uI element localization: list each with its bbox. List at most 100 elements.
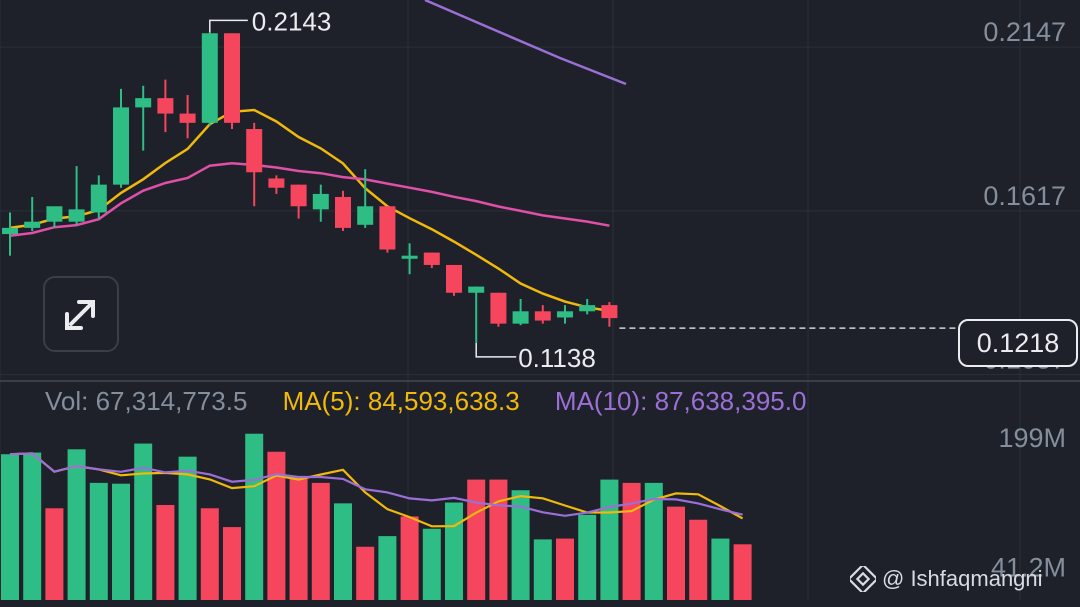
volume-bar	[156, 504, 175, 600]
expand-arrows-icon	[65, 300, 95, 330]
high-marker-line	[209, 19, 248, 33]
candle-body	[601, 305, 618, 319]
candle-body	[179, 113, 196, 123]
candle	[179, 95, 196, 139]
candle	[312, 184, 329, 222]
low-price-label: 0.1138	[518, 343, 596, 373]
candle-body	[201, 33, 218, 123]
volume-bar	[400, 516, 419, 600]
candle	[357, 169, 374, 228]
candle-body	[224, 33, 240, 123]
volume-bar	[711, 538, 730, 600]
volume-bar	[467, 479, 486, 600]
low-marker-line	[475, 342, 517, 358]
candle-body	[113, 107, 129, 185]
volume-ma5-value: MA(5): 84,593,638.3	[282, 386, 520, 416]
candle-body	[423, 252, 440, 265]
candle	[2, 212, 18, 256]
candle	[601, 302, 618, 327]
volume-bar	[134, 443, 153, 600]
volume-bar	[644, 482, 663, 600]
volume-bar	[378, 536, 397, 600]
candle	[224, 33, 240, 130]
volume-tick-label: 41.2M	[991, 552, 1066, 582]
volume-bar	[245, 433, 264, 600]
volume-bar	[356, 546, 375, 600]
candle-body	[246, 129, 263, 173]
price-tick-label: 0.1617	[983, 181, 1066, 211]
volume-ma10-line	[9, 452, 743, 517]
candle	[157, 79, 174, 133]
volume-ma5-line	[9, 452, 744, 528]
candle	[490, 292, 507, 327]
volume-bar	[89, 482, 108, 600]
volume-bar	[1, 454, 19, 600]
expand-button[interactable]	[43, 276, 119, 352]
volume-bar	[223, 527, 241, 600]
volume-bar	[112, 483, 130, 600]
candle-body	[468, 286, 485, 293]
volume-bar	[733, 544, 752, 600]
candle-body	[24, 221, 41, 228]
ma-mid-line	[9, 161, 610, 238]
volume-bar	[178, 456, 197, 600]
price-annotations: 0.2143 0.1138	[209, 6, 958, 373]
volume-bar	[200, 508, 219, 600]
ma-long-line	[424, 0, 627, 86]
candle	[24, 196, 41, 231]
candle	[246, 122, 263, 207]
candle	[379, 206, 396, 253]
volume-bar	[667, 506, 685, 600]
candle	[401, 243, 418, 275]
binance-diamond-icon	[850, 566, 876, 592]
candle	[446, 264, 462, 296]
volume-bar	[511, 490, 530, 600]
volume-bar	[267, 451, 286, 600]
candle	[423, 252, 440, 269]
candle-body	[534, 311, 551, 321]
candle-body	[335, 196, 351, 228]
volume-bar	[489, 479, 508, 600]
candle-body	[557, 311, 573, 318]
candle-body	[379, 206, 396, 250]
volume-bar	[622, 482, 641, 600]
volume-bar	[533, 539, 552, 600]
candle	[113, 88, 129, 188]
volume-bars	[1, 433, 752, 600]
candle	[68, 166, 85, 225]
high-price-label: 0.2143	[252, 6, 332, 36]
volume-bar	[578, 514, 597, 600]
volume-bar	[45, 508, 64, 600]
candle-body	[157, 98, 174, 114]
volume-header: Vol: 67,314,773.5 MA(5): 84,593,638.3 MA…	[45, 386, 834, 417]
volume-ma-lines	[9, 452, 744, 528]
candle	[46, 206, 63, 228]
candle-body	[268, 178, 285, 188]
candle-body	[579, 305, 596, 312]
candle	[534, 305, 551, 324]
moving-average-lines	[9, 0, 627, 313]
candle	[90, 175, 107, 219]
candle	[557, 305, 573, 324]
candle-body	[312, 193, 329, 210]
candle-body	[446, 264, 462, 293]
ma-short-line	[9, 108, 610, 313]
candle-body	[290, 184, 307, 207]
candle	[579, 298, 596, 315]
volume-bar	[289, 477, 308, 600]
candle	[268, 175, 285, 194]
last-price-tag: 0.1218	[958, 319, 1078, 367]
watermark-text: @ Ishfaqmangni	[882, 566, 1043, 591]
volume-tick-label: 199M	[998, 423, 1066, 453]
candle	[512, 298, 529, 326]
volume-value: Vol: 67,314,773.5	[45, 386, 248, 416]
candle	[201, 32, 218, 126]
volume-bar	[600, 479, 619, 600]
candle-body	[135, 98, 152, 108]
candlestick-series	[2, 32, 618, 343]
volume-bar	[311, 482, 330, 600]
watermark: @ Ishfaqmangni	[850, 566, 1043, 592]
